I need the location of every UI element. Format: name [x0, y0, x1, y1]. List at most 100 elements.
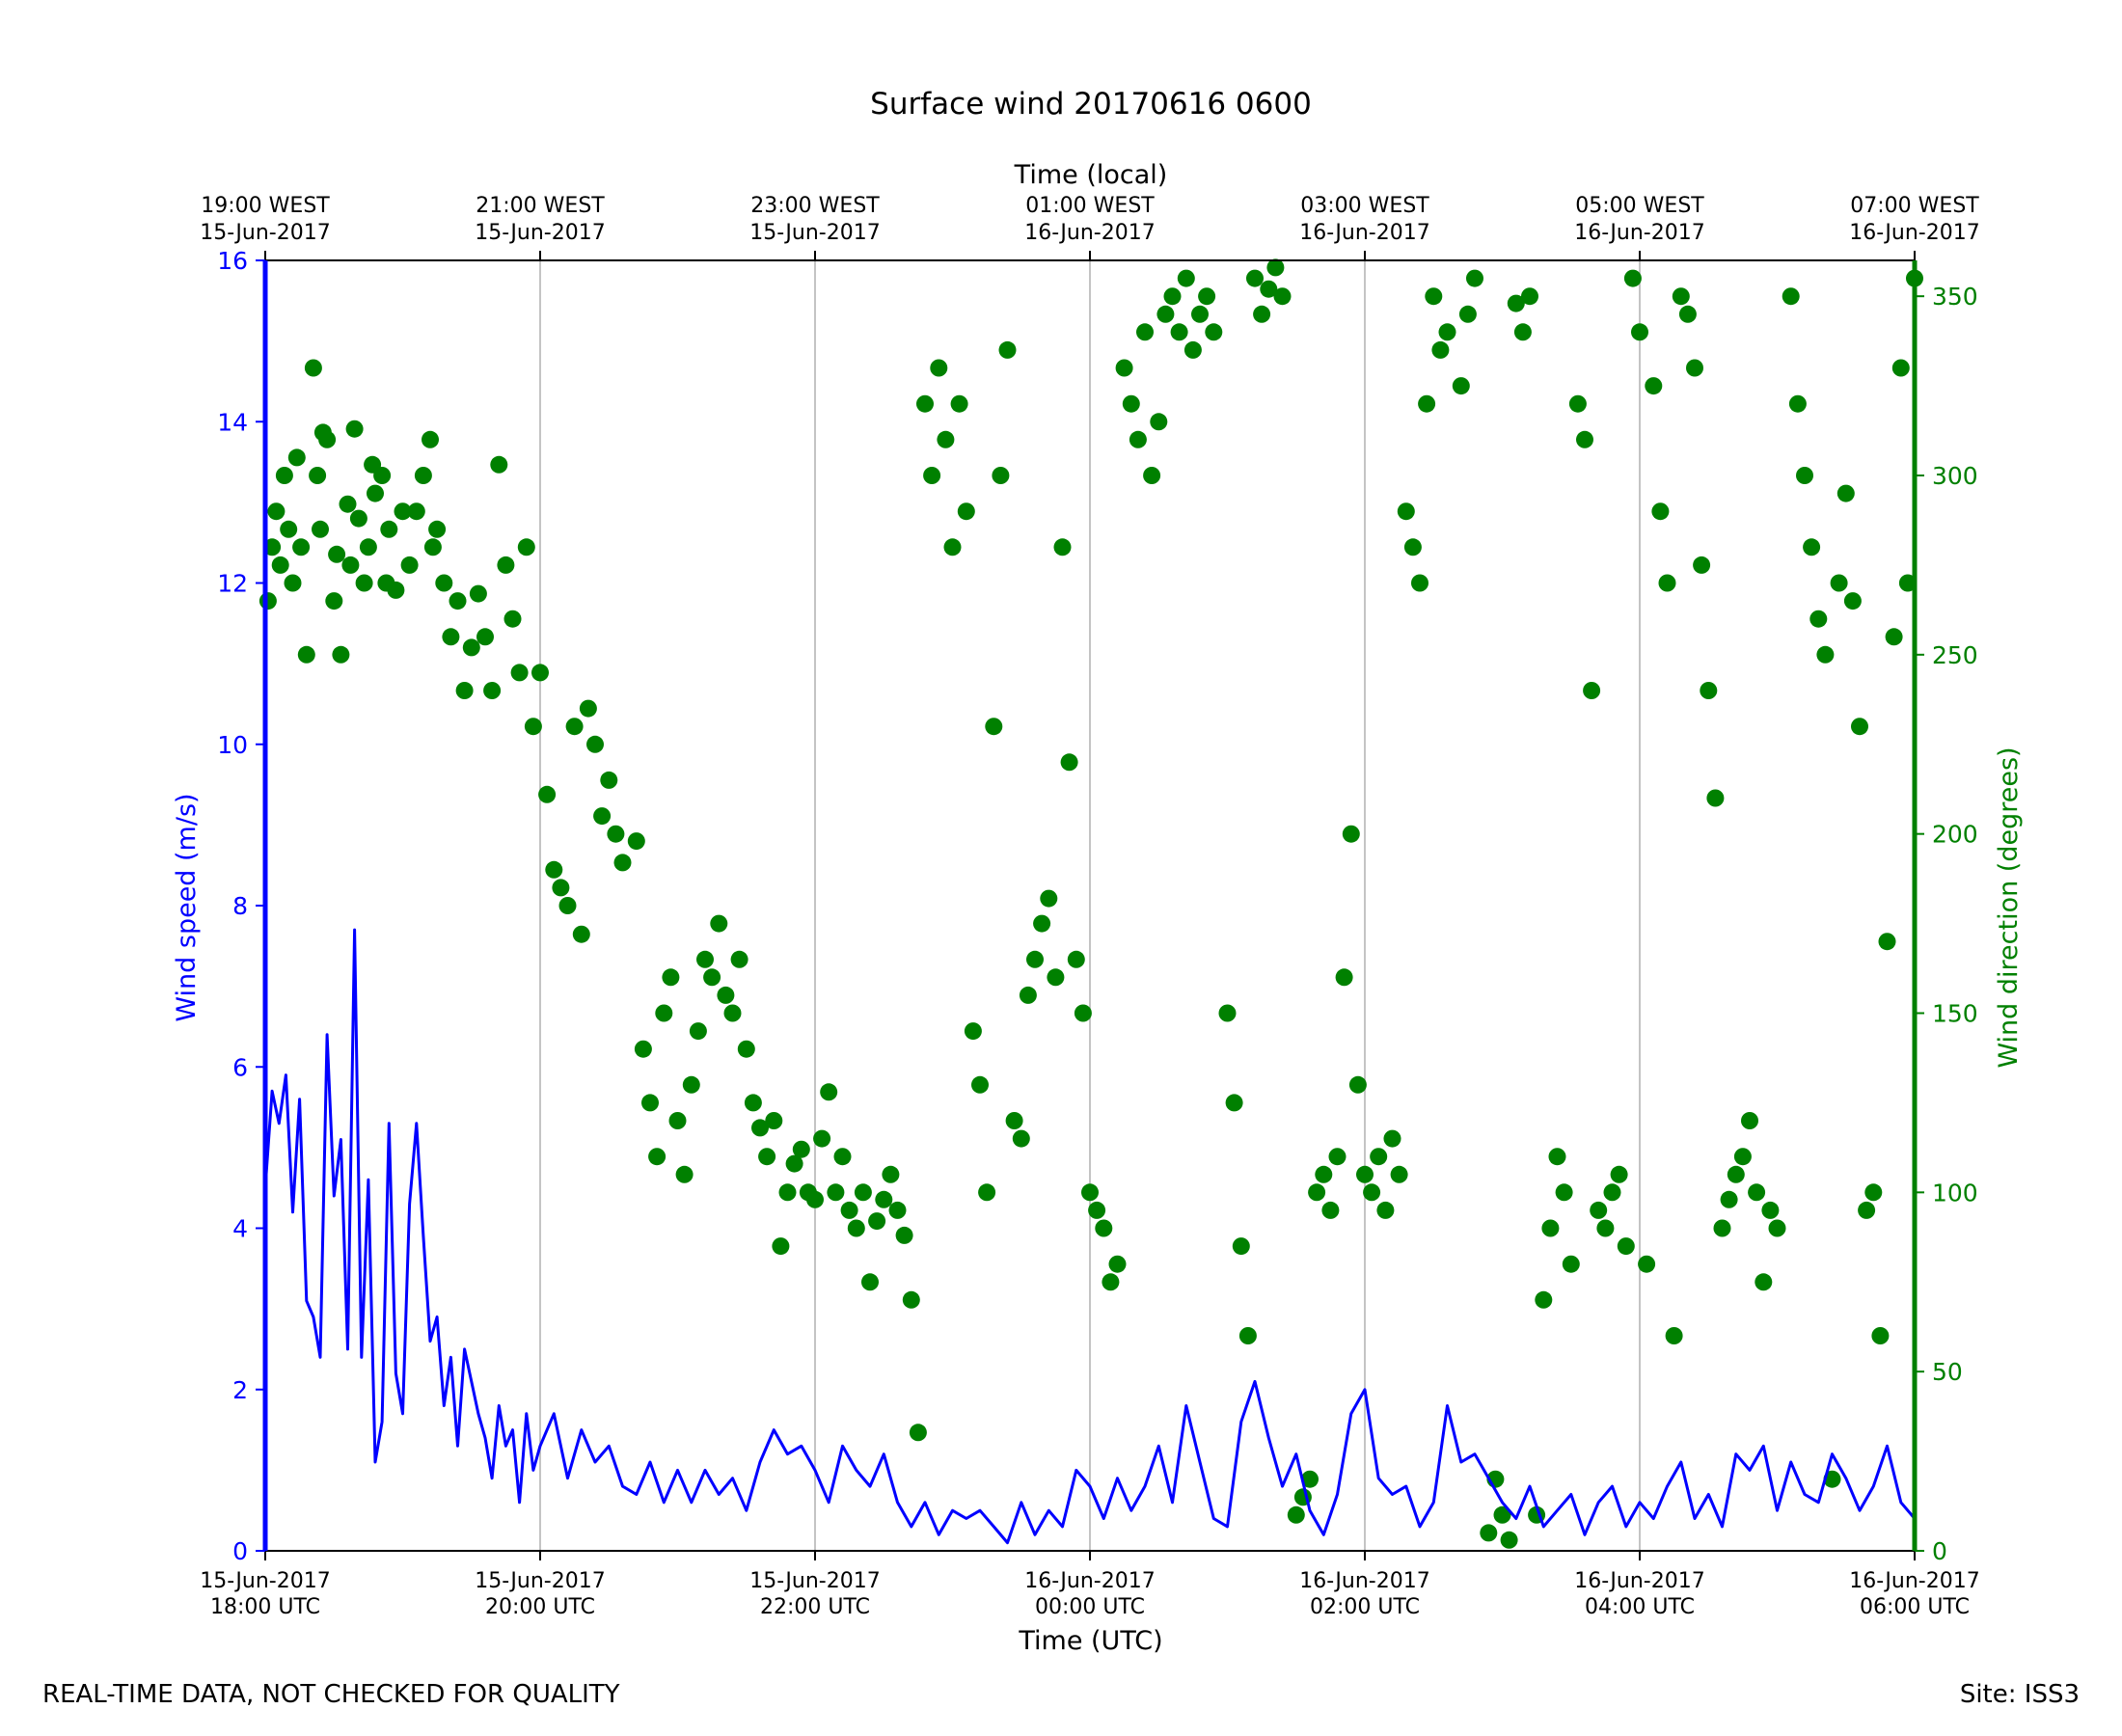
direction-point	[380, 520, 398, 538]
direction-point	[820, 1083, 838, 1101]
direction-point	[1198, 287, 1216, 306]
direction-point	[476, 628, 494, 646]
direction-point	[297, 645, 315, 664]
direction-point	[1177, 269, 1195, 287]
direction-point	[1150, 413, 1168, 431]
direction-point	[1562, 1255, 1580, 1273]
direction-point	[1535, 1290, 1553, 1309]
direction-point	[407, 502, 425, 521]
direction-point	[345, 420, 364, 438]
direction-point	[937, 430, 955, 448]
direction-point	[1741, 1112, 1758, 1129]
direction-point	[634, 1040, 652, 1058]
direction-point	[552, 879, 570, 897]
direction-point	[565, 718, 584, 736]
bottom-tick-label: 02:00 UTC	[1310, 1595, 1420, 1619]
direction-point	[964, 1022, 982, 1041]
direction-point	[668, 1112, 687, 1129]
right-tick-label: 250	[1932, 641, 1978, 669]
direction-point	[1102, 1273, 1120, 1291]
direction-point	[1266, 258, 1285, 277]
direction-point	[1418, 394, 1436, 413]
direction-point	[888, 1201, 907, 1219]
direction-point	[1012, 1129, 1030, 1148]
direction-point	[1665, 1327, 1683, 1344]
direction-point	[1335, 968, 1353, 987]
direction-point	[1397, 502, 1415, 521]
direction-point	[1836, 484, 1855, 502]
direction-point	[758, 1148, 776, 1166]
direction-point	[895, 1226, 913, 1244]
direction-point	[1871, 1327, 1890, 1344]
direction-point	[1645, 377, 1663, 395]
direction-point	[1019, 986, 1037, 1004]
bottom-tick-label: 18:00 UTC	[210, 1595, 320, 1619]
direction-point	[586, 735, 604, 753]
direction-point	[1500, 1531, 1518, 1549]
direction-point	[455, 682, 474, 699]
direction-point	[1390, 1165, 1408, 1183]
bottom-tick-label: 22:00 UTC	[760, 1595, 870, 1619]
direction-point	[1803, 538, 1821, 556]
direction-point	[1053, 538, 1072, 556]
direction-point	[1376, 1201, 1395, 1219]
top-tick-label: 16-Jun-2017	[1574, 221, 1704, 245]
direction-point	[1555, 1183, 1573, 1202]
direction-point	[332, 645, 350, 664]
direction-point	[607, 825, 625, 843]
left-tick-label: 14	[217, 408, 248, 436]
direction-point	[1458, 305, 1477, 323]
top-tick-label: 15-Jun-2017	[200, 221, 330, 245]
top-tick-label: 01:00 WEST	[1025, 194, 1155, 218]
direction-point	[1748, 1183, 1766, 1202]
direction-point	[847, 1219, 865, 1237]
direction-point	[992, 467, 1010, 484]
direction-point	[1383, 1129, 1401, 1148]
direction-point	[284, 574, 302, 592]
left-tick-label: 12	[217, 570, 248, 598]
right-axis-label: Wind direction (degrees)	[1994, 746, 2024, 1068]
left-tick-label: 10	[217, 731, 248, 759]
direction-point	[1576, 430, 1593, 448]
direction-point	[950, 394, 968, 413]
direction-point	[1026, 950, 1044, 968]
direction-point	[1356, 1165, 1374, 1183]
direction-point	[318, 430, 337, 448]
direction-point	[462, 638, 480, 657]
direction-point	[1301, 1470, 1319, 1488]
left-tick-label: 2	[232, 1376, 248, 1404]
x-axis-label: Time (UTC)	[1018, 1626, 1162, 1656]
direction-point	[854, 1183, 872, 1202]
direction-point	[1232, 1237, 1250, 1256]
direction-point	[723, 1004, 742, 1022]
direction-point	[1816, 645, 1835, 664]
direction-point	[1163, 287, 1182, 306]
direction-point	[510, 664, 529, 682]
direction-point	[359, 538, 377, 556]
direction-point	[1260, 280, 1278, 298]
bottom-tick-label: 16-Jun-2017	[1299, 1569, 1429, 1593]
direction-point	[312, 520, 329, 538]
direction-point	[469, 584, 487, 603]
direction-point	[1246, 269, 1264, 287]
direction-point	[1095, 1219, 1113, 1237]
direction-point	[593, 807, 612, 826]
top-tick-label: 15-Jun-2017	[749, 221, 880, 245]
direction-point	[882, 1165, 900, 1183]
direction-point	[1727, 1165, 1745, 1183]
direction-point	[1809, 610, 1828, 628]
direction-point	[339, 495, 357, 513]
direction-point	[943, 538, 962, 556]
direction-point	[778, 1183, 797, 1202]
direction-point	[1623, 269, 1642, 287]
direction-point	[1672, 287, 1690, 306]
direction-point	[1631, 323, 1648, 341]
bottom-tick-label: 00:00 UTC	[1035, 1595, 1145, 1619]
direction-point	[1878, 933, 1896, 951]
direction-point	[579, 699, 597, 718]
direction-point	[1700, 682, 1718, 699]
direction-point	[710, 914, 728, 933]
direction-point	[916, 394, 934, 413]
